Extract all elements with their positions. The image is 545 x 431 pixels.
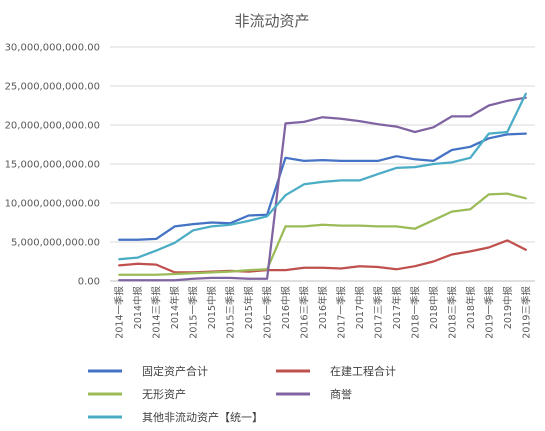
legend-label: 其他非流动资产【统一】 — [142, 410, 263, 424]
y-tick-label: 15,000,000,000.00 — [5, 160, 100, 171]
x-tick-label: 2016三季报 — [299, 286, 311, 339]
x-tick-label: 2017年报 — [391, 286, 403, 330]
y-tick-label: 5,000,000,000.00 — [11, 238, 100, 249]
x-tick-label: 2019三季报 — [520, 286, 532, 339]
y-tick-label: 20,000,000,000.00 — [5, 121, 100, 132]
legend-label: 商誉 — [330, 387, 352, 401]
x-tick-label: 2017一季报 — [335, 286, 347, 339]
y-axis-ticks: 0.00 5,000,000,000.00 10,000,000,000.00 15,… — [5, 43, 100, 288]
x-tick-label: 2018中报 — [428, 286, 440, 330]
x-tick-label: 2016年报 — [317, 286, 329, 330]
x-tick-label: 2014中报 — [132, 286, 144, 330]
y-tick-label: 0.00 — [78, 277, 100, 288]
x-tick-label: 2016中报 — [280, 286, 292, 330]
series-line-1 — [118, 132, 527, 241]
x-axis-ticks: 2014一季报 2014中报 2014三季报 2014年报 2015一季报 2015中报 2… — [114, 286, 533, 339]
x-tick-label: 2014三季报 — [151, 286, 163, 339]
x-tick-label: 2019中报 — [502, 286, 514, 330]
grid — [110, 46, 535, 282]
x-tick-label: 2017中报 — [354, 286, 366, 330]
legend-label: 在建工程合计 — [330, 364, 396, 378]
y-tick-label: 30,000,000,000.00 — [5, 43, 100, 54]
x-tick-label: 2017三季报 — [372, 286, 384, 339]
x-tick-label: 2018一季报 — [409, 286, 421, 339]
y-tick-label: 10,000,000,000.00 — [5, 199, 100, 210]
x-tick-label: 2015中报 — [206, 286, 218, 330]
series-line-3 — [118, 192, 527, 276]
x-tick-label: 2015三季报 — [225, 286, 237, 339]
x-tick-label: 2018年报 — [465, 286, 477, 330]
x-tick-label: 2014一季报 — [114, 286, 126, 339]
legend-label: 无形资产 — [142, 387, 186, 401]
series-line-2 — [118, 239, 527, 274]
x-tick-label: 2014年报 — [169, 286, 181, 330]
chart-title: 非流动资产 — [234, 12, 309, 30]
legend-label: 固定资产合计 — [142, 364, 208, 378]
series-line-5 — [118, 92, 527, 261]
x-tick-label: 2018三季报 — [446, 286, 458, 339]
x-tick-label: 2015年报 — [243, 286, 255, 330]
x-tick-label: 2016一季报 — [262, 286, 274, 339]
x-tick-label: 2015一季报 — [188, 286, 200, 339]
x-tick-label: 2019一季报 — [483, 286, 495, 339]
series-line-4 — [118, 96, 527, 282]
series-lines — [118, 92, 527, 282]
y-tick-label: 25,000,000,000.00 — [5, 82, 100, 93]
